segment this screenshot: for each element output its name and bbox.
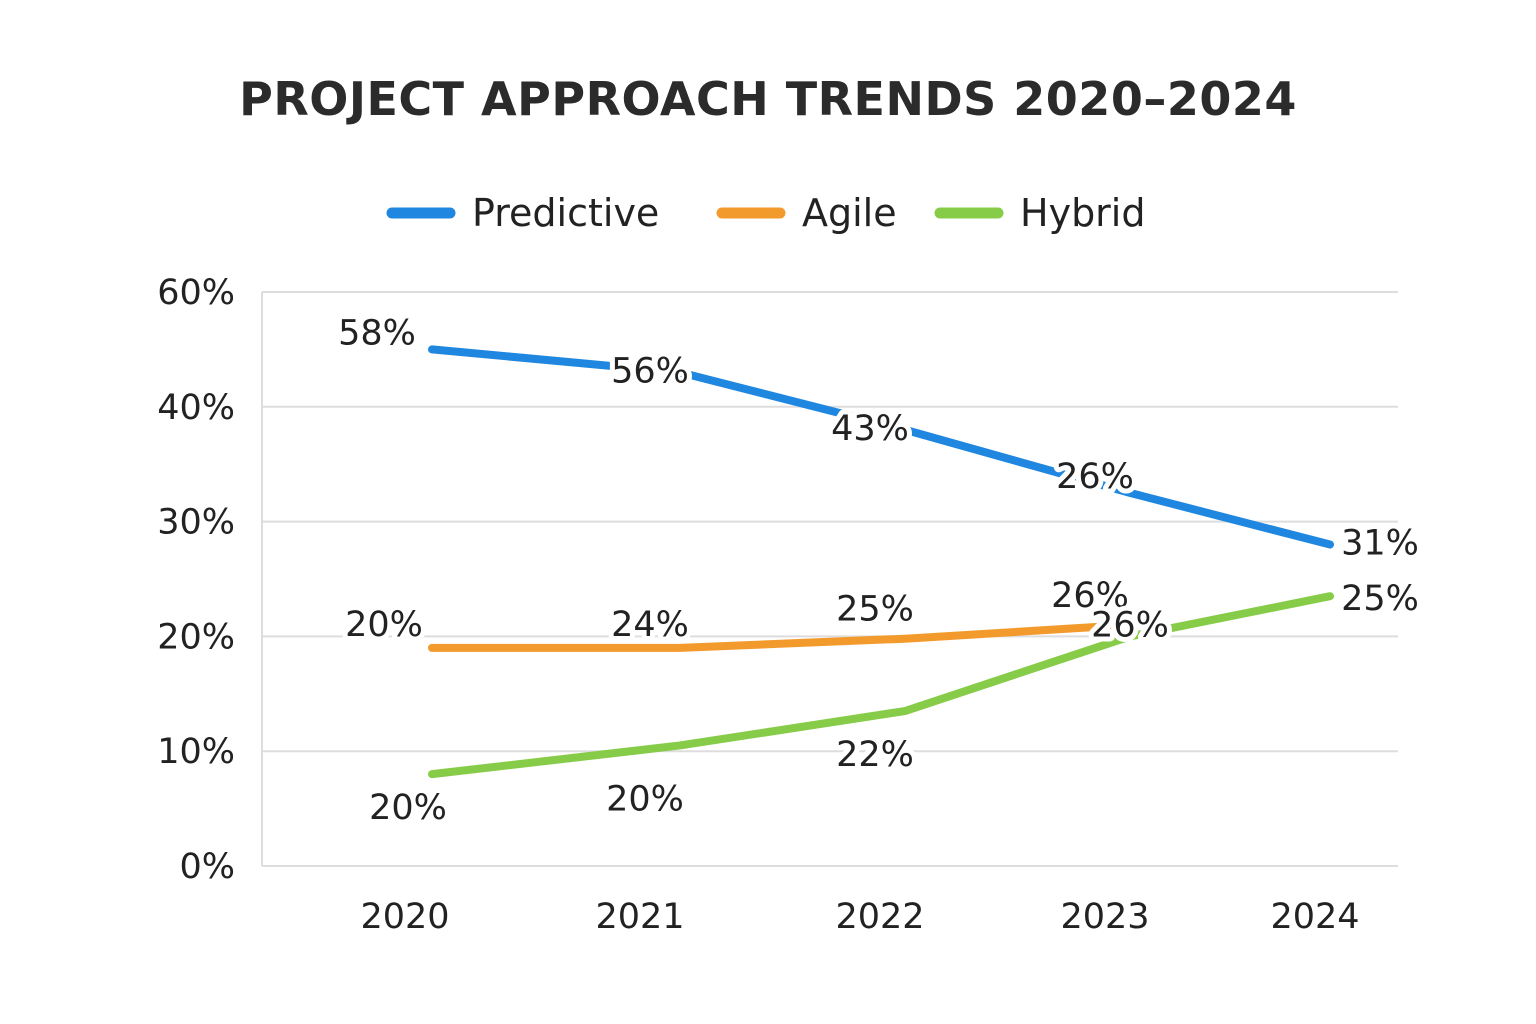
data-label-agile: 20%	[345, 605, 423, 645]
data-label-hybrid: 25%	[1341, 579, 1419, 619]
y-tick-label: 60%	[157, 273, 235, 313]
data-label-hybrid: 26%	[1091, 605, 1169, 645]
data-label-predictive: 26%	[1056, 457, 1134, 497]
y-tick-label: 40%	[157, 388, 235, 428]
y-tick-label: 10%	[157, 732, 235, 772]
x-tick-label: 2021	[595, 897, 684, 937]
series-line-agile	[428, 620, 1134, 652]
data-label-predictive: 58%	[338, 313, 416, 353]
x-tick-label: 2022	[835, 897, 924, 937]
data-label-hybrid: 20%	[606, 779, 684, 819]
y-tick-label: 0%	[179, 847, 235, 887]
x-tick-label: 2023	[1060, 897, 1149, 937]
data-label-predictive: 56%	[611, 351, 689, 391]
legend-label-hybrid: Hybrid	[1020, 191, 1146, 235]
y-tick-label: 20%	[157, 617, 235, 657]
data-label-agile: 24%	[611, 605, 689, 645]
x-tick-label: 2020	[360, 897, 449, 937]
chart-title: PROJECT APPROACH TRENDS 2020–2024	[239, 72, 1297, 126]
data-label-predictive: 31%	[1341, 524, 1419, 564]
legend-label-agile: Agile	[802, 191, 897, 235]
data-label-agile: 25%	[836, 590, 914, 630]
series-line-predictive	[428, 345, 1334, 549]
data-label-predictive: 43%	[831, 409, 909, 449]
x-tick-label: 2024	[1270, 897, 1359, 937]
data-label-hybrid: 22%	[836, 735, 914, 775]
data-label-agile: 26%	[1051, 576, 1129, 616]
legend-label-predictive: Predictive	[472, 191, 659, 235]
series-line-hybrid	[428, 592, 1334, 779]
y-tick-label: 30%	[157, 503, 235, 543]
data-label-hybrid: 20%	[369, 788, 447, 828]
